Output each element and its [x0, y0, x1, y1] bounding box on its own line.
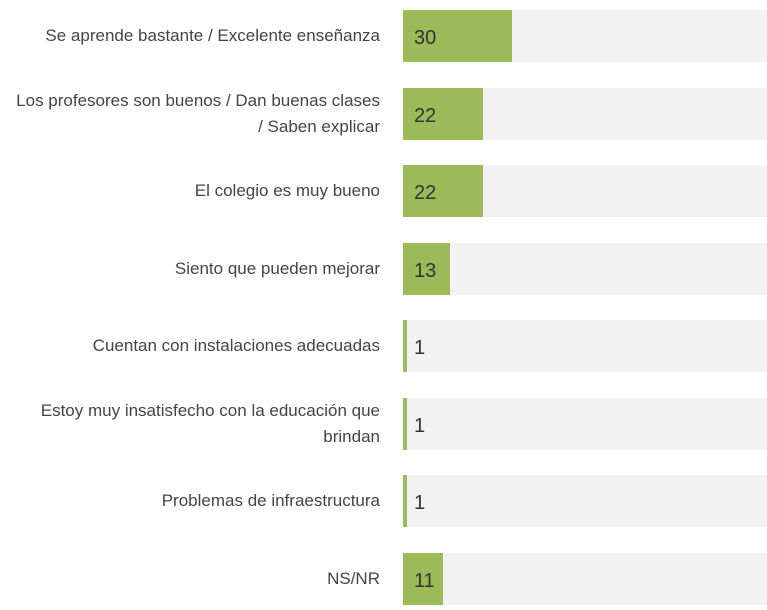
value-label: 30 — [414, 27, 437, 49]
label: El colegio es muy bueno — [194, 181, 380, 200]
bar — [403, 397, 407, 450]
value-label: 22 — [414, 182, 437, 204]
label: NS/NR — [327, 568, 380, 588]
value-label: 22 — [414, 104, 437, 127]
value-label: 1 — [414, 492, 426, 514]
label: Cuentan con instalaciones adecuadas — [92, 336, 380, 355]
value-label: 1 — [414, 414, 426, 437]
bar — [403, 165, 484, 217]
track — [403, 552, 767, 605]
value-label: 1 — [414, 337, 426, 359]
label: Estoy muy insatisfecho con la educación … — [40, 400, 380, 446]
label: Problemas de infraestructura — [161, 491, 380, 510]
label: Se aprende bastante / Excelente enseñanz… — [45, 26, 380, 45]
track — [403, 397, 767, 450]
label: Los profesores son buenos / Dan buenas c… — [16, 90, 380, 136]
bar — [403, 242, 451, 295]
label: Siento que pueden mejorar — [174, 258, 380, 278]
value-label: 11 — [414, 569, 435, 592]
track — [403, 475, 767, 527]
bar — [403, 87, 484, 140]
track — [403, 320, 767, 372]
bar — [403, 475, 407, 527]
value-label: 13 — [414, 259, 437, 282]
bar — [403, 10, 513, 62]
track — [403, 242, 767, 295]
bar — [403, 552, 444, 605]
bar — [403, 320, 407, 372]
